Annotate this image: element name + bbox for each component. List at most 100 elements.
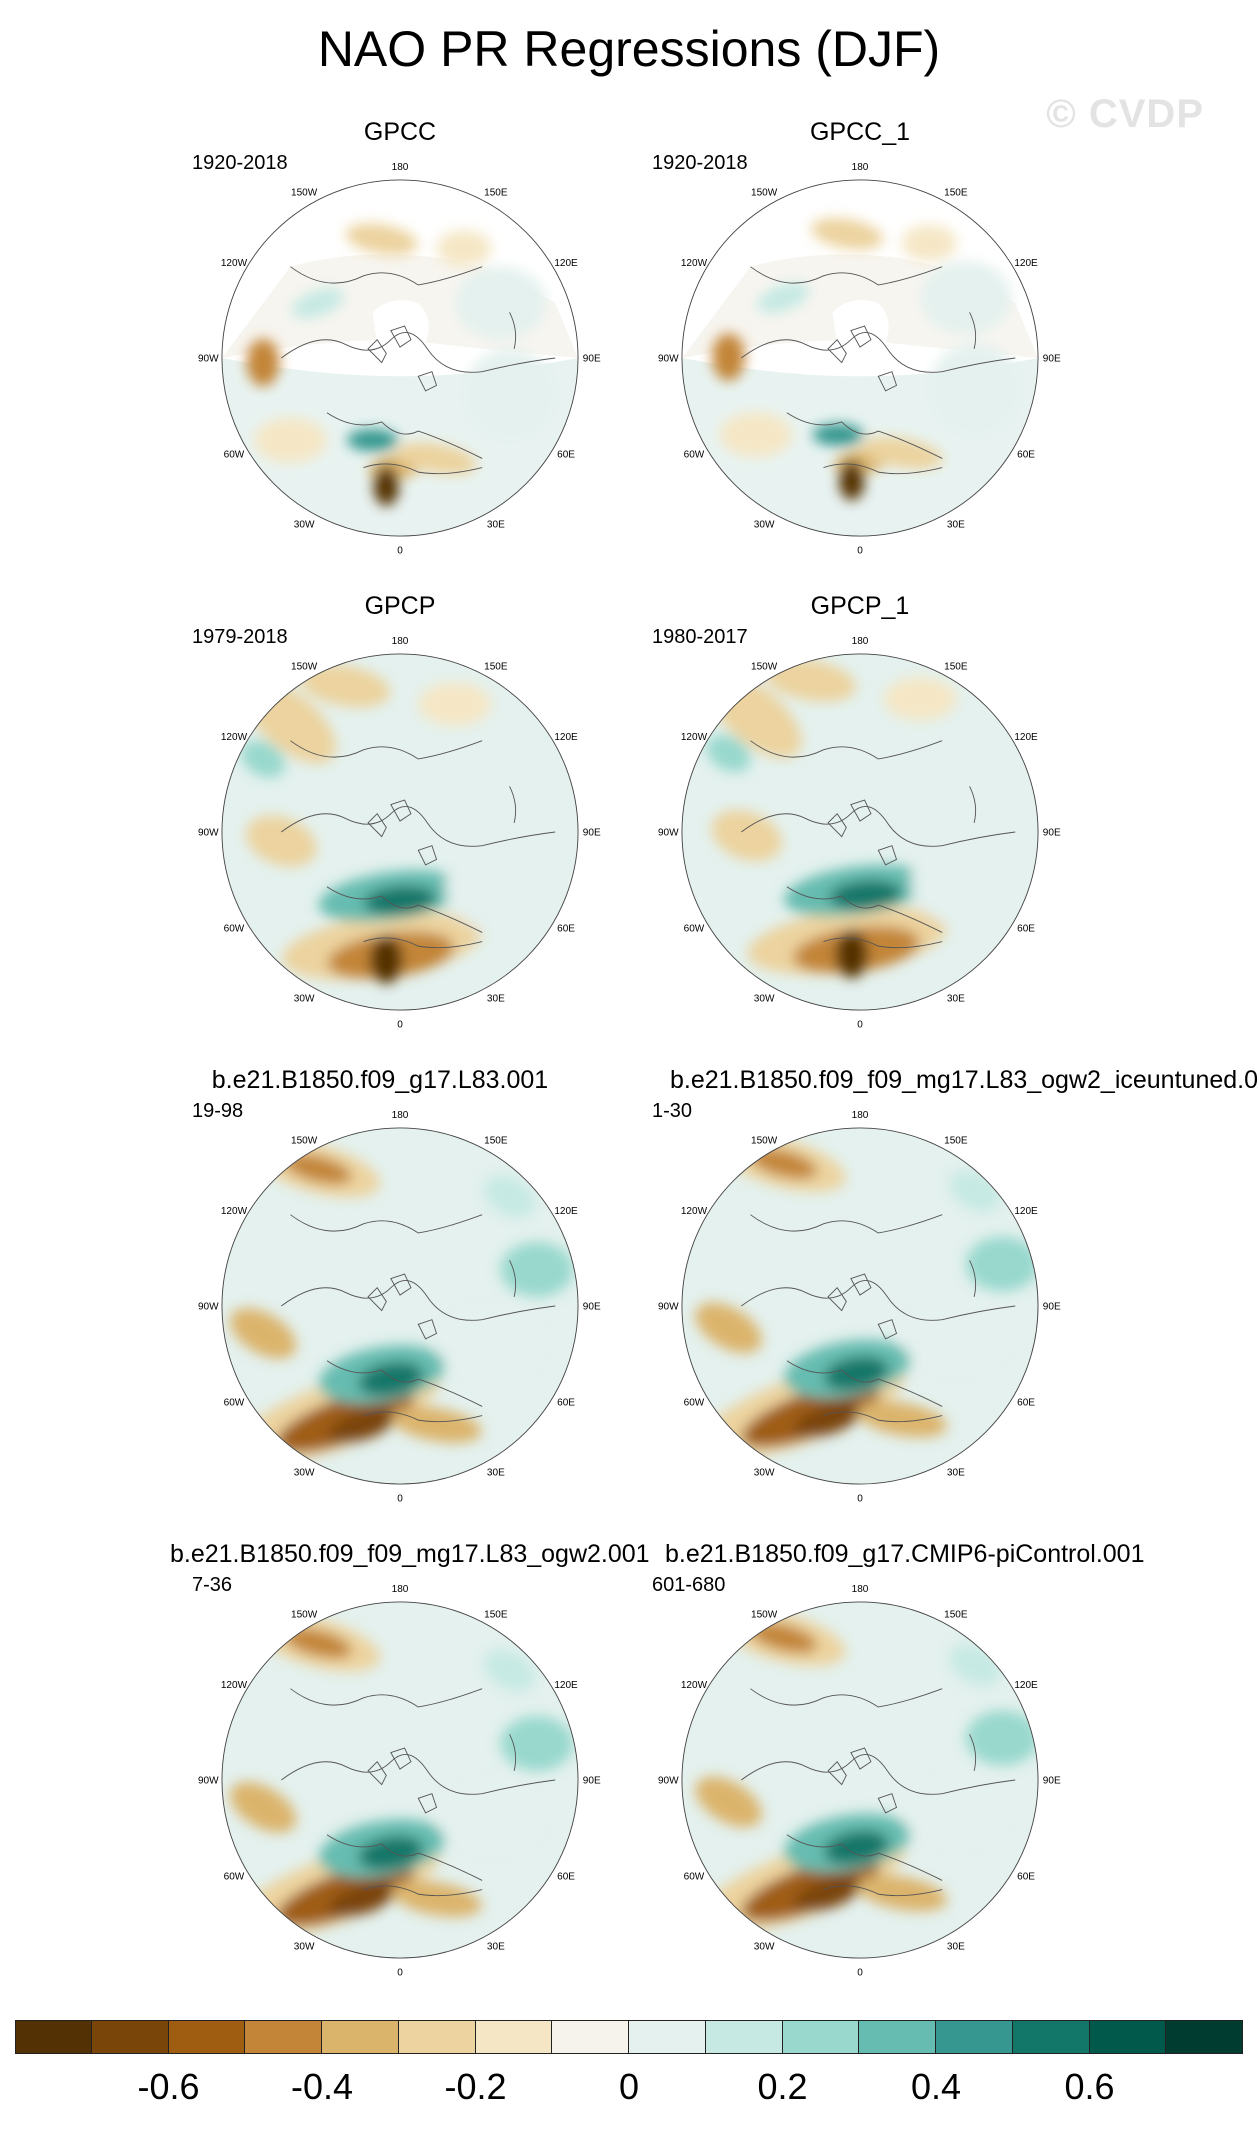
panel-title: b.e21.B1850.f09_f09_mg17.L83_ogw2_iceunt…	[670, 1066, 1258, 1094]
anomaly-region	[765, 659, 856, 702]
anomaly-region	[358, 1361, 424, 1397]
longitude-label: 120E	[554, 732, 578, 743]
longitude-label: 90E	[583, 1776, 601, 1787]
anomaly-region	[500, 1716, 574, 1771]
longitude-label: 180	[392, 636, 409, 647]
longitude-label: 120E	[554, 258, 578, 269]
watermark-logo: © CVDP	[1046, 92, 1204, 136]
longitude-label: 180	[852, 636, 869, 647]
longitude-label: 120E	[1014, 258, 1038, 269]
anomaly-region	[345, 223, 418, 256]
panel-title: GPCC	[363, 118, 437, 146]
longitude-label: 120W	[221, 732, 248, 743]
colorbar-box	[552, 2020, 629, 2054]
colorbar-box	[782, 2020, 860, 2054]
anomaly-region	[902, 1300, 1012, 1374]
panel-period: 1980-2017	[652, 626, 748, 648]
longitude-label: 150E	[484, 188, 508, 199]
anomaly-region	[391, 1880, 482, 1917]
longitude-label: 150E	[944, 1610, 968, 1621]
anomaly-region	[229, 1308, 297, 1359]
anomaly-region	[369, 936, 403, 984]
longitude-label: 60E	[557, 924, 575, 935]
colorbar-label: 0	[618, 2066, 640, 2107]
map-border	[221, 653, 579, 1011]
map-border	[221, 1127, 579, 1485]
anomaly-region	[391, 1406, 482, 1443]
anomaly-region	[328, 1406, 399, 1444]
anomaly-region	[823, 1356, 889, 1391]
map-field	[681, 1127, 1039, 1485]
longitude-label: 60W	[684, 1398, 705, 1409]
anomaly-region	[363, 885, 437, 916]
anomaly-region	[861, 436, 943, 470]
longitude-label: 30W	[294, 1942, 315, 1953]
colorbar-label: 0.6	[1064, 2066, 1115, 2107]
anomaly-region	[965, 1710, 1039, 1766]
map-border	[681, 653, 1039, 1011]
anomaly-region	[291, 287, 344, 319]
longitude-label: 120E	[1014, 1206, 1038, 1217]
polar-map: 180 150E 120E 90E 60E 30E 0 30W 60W 90W 120W 150W	[658, 1584, 1061, 1978]
colorbar-box	[705, 2020, 783, 2054]
colorbar-label: 0.4	[910, 2066, 962, 2107]
polar-map: 180 150E 120E 90E 60E 30E 0 30W 60W 90W 120W 150W	[198, 636, 601, 1030]
longitude-label: 60W	[224, 1398, 245, 1409]
longitude-label: 120W	[681, 258, 708, 269]
panel-period: 1-30	[652, 1100, 693, 1122]
longitude-label: 120W	[221, 258, 248, 269]
anomaly-region	[445, 841, 556, 933]
anomaly-region	[246, 815, 317, 867]
longitude-label: 120W	[681, 1206, 708, 1217]
longitude-label: 90E	[583, 1302, 601, 1313]
longitude-label: 60E	[1017, 1398, 1035, 1409]
anomaly-region	[373, 465, 400, 506]
colorbar-box	[1089, 2020, 1167, 2054]
longitude-label: 120E	[1014, 1680, 1038, 1691]
anomaly-region	[839, 460, 865, 501]
longitude-label: 0	[857, 1967, 863, 1978]
anomaly-region	[929, 343, 1021, 435]
longitude-label: 30E	[947, 994, 965, 1005]
longitude-label: 30E	[947, 1942, 965, 1953]
longitude-label: 150W	[751, 1136, 778, 1147]
polar-map: 180 150E 120E 90E 60E 30E 0 30W 60W 90W 120W 150W	[198, 1110, 601, 1504]
panel-period: 19-98	[192, 1100, 244, 1122]
colorbar-box	[245, 2020, 322, 2054]
longitude-label: 90W	[198, 1776, 219, 1787]
colorbar-box	[91, 2020, 169, 2054]
longitude-label: 60E	[1017, 450, 1035, 461]
map-border	[221, 179, 579, 537]
polar-map: 180 150E 120E 90E 60E 30E 0 30W 60W 90W 120W 150W	[658, 1110, 1061, 1504]
map-field	[681, 179, 1039, 537]
longitude-label: 60E	[1017, 1872, 1035, 1883]
anomaly-region	[794, 1874, 864, 1912]
longitude-label: 90W	[658, 354, 679, 365]
longitude-label: 150E	[484, 1136, 508, 1147]
panel-title: b.e21.B1850.f09_f09_mg17.L83_ogw2.001	[170, 1540, 650, 1568]
anomaly-region	[284, 1153, 352, 1185]
anomaly-region	[757, 282, 810, 313]
anomaly-region	[965, 1236, 1039, 1292]
anomaly-region	[812, 423, 864, 446]
longitude-label: 30E	[947, 1468, 965, 1479]
longitude-label: 0	[397, 1019, 403, 1030]
longitude-label: 60W	[684, 924, 705, 935]
anomaly-region	[711, 810, 783, 862]
longitude-label: 180	[852, 1584, 869, 1595]
longitude-label: 90W	[198, 828, 219, 839]
map-border	[681, 1127, 1039, 1485]
colorbar-label: -0.4	[290, 2066, 354, 2107]
longitude-label: 150W	[291, 188, 318, 199]
longitude-label: 180	[392, 1584, 409, 1595]
longitude-label: 150E	[944, 662, 968, 673]
longitude-label: 0	[857, 1019, 863, 1030]
colorbar-box	[398, 2020, 476, 2054]
anomaly-region	[246, 338, 280, 387]
longitude-label: 90W	[198, 354, 219, 365]
map-field	[221, 179, 579, 537]
anomaly-region	[395, 442, 478, 475]
panel-period: 601-680	[652, 1574, 726, 1596]
longitude-label: 150E	[944, 188, 968, 199]
anomaly-region	[883, 676, 957, 721]
